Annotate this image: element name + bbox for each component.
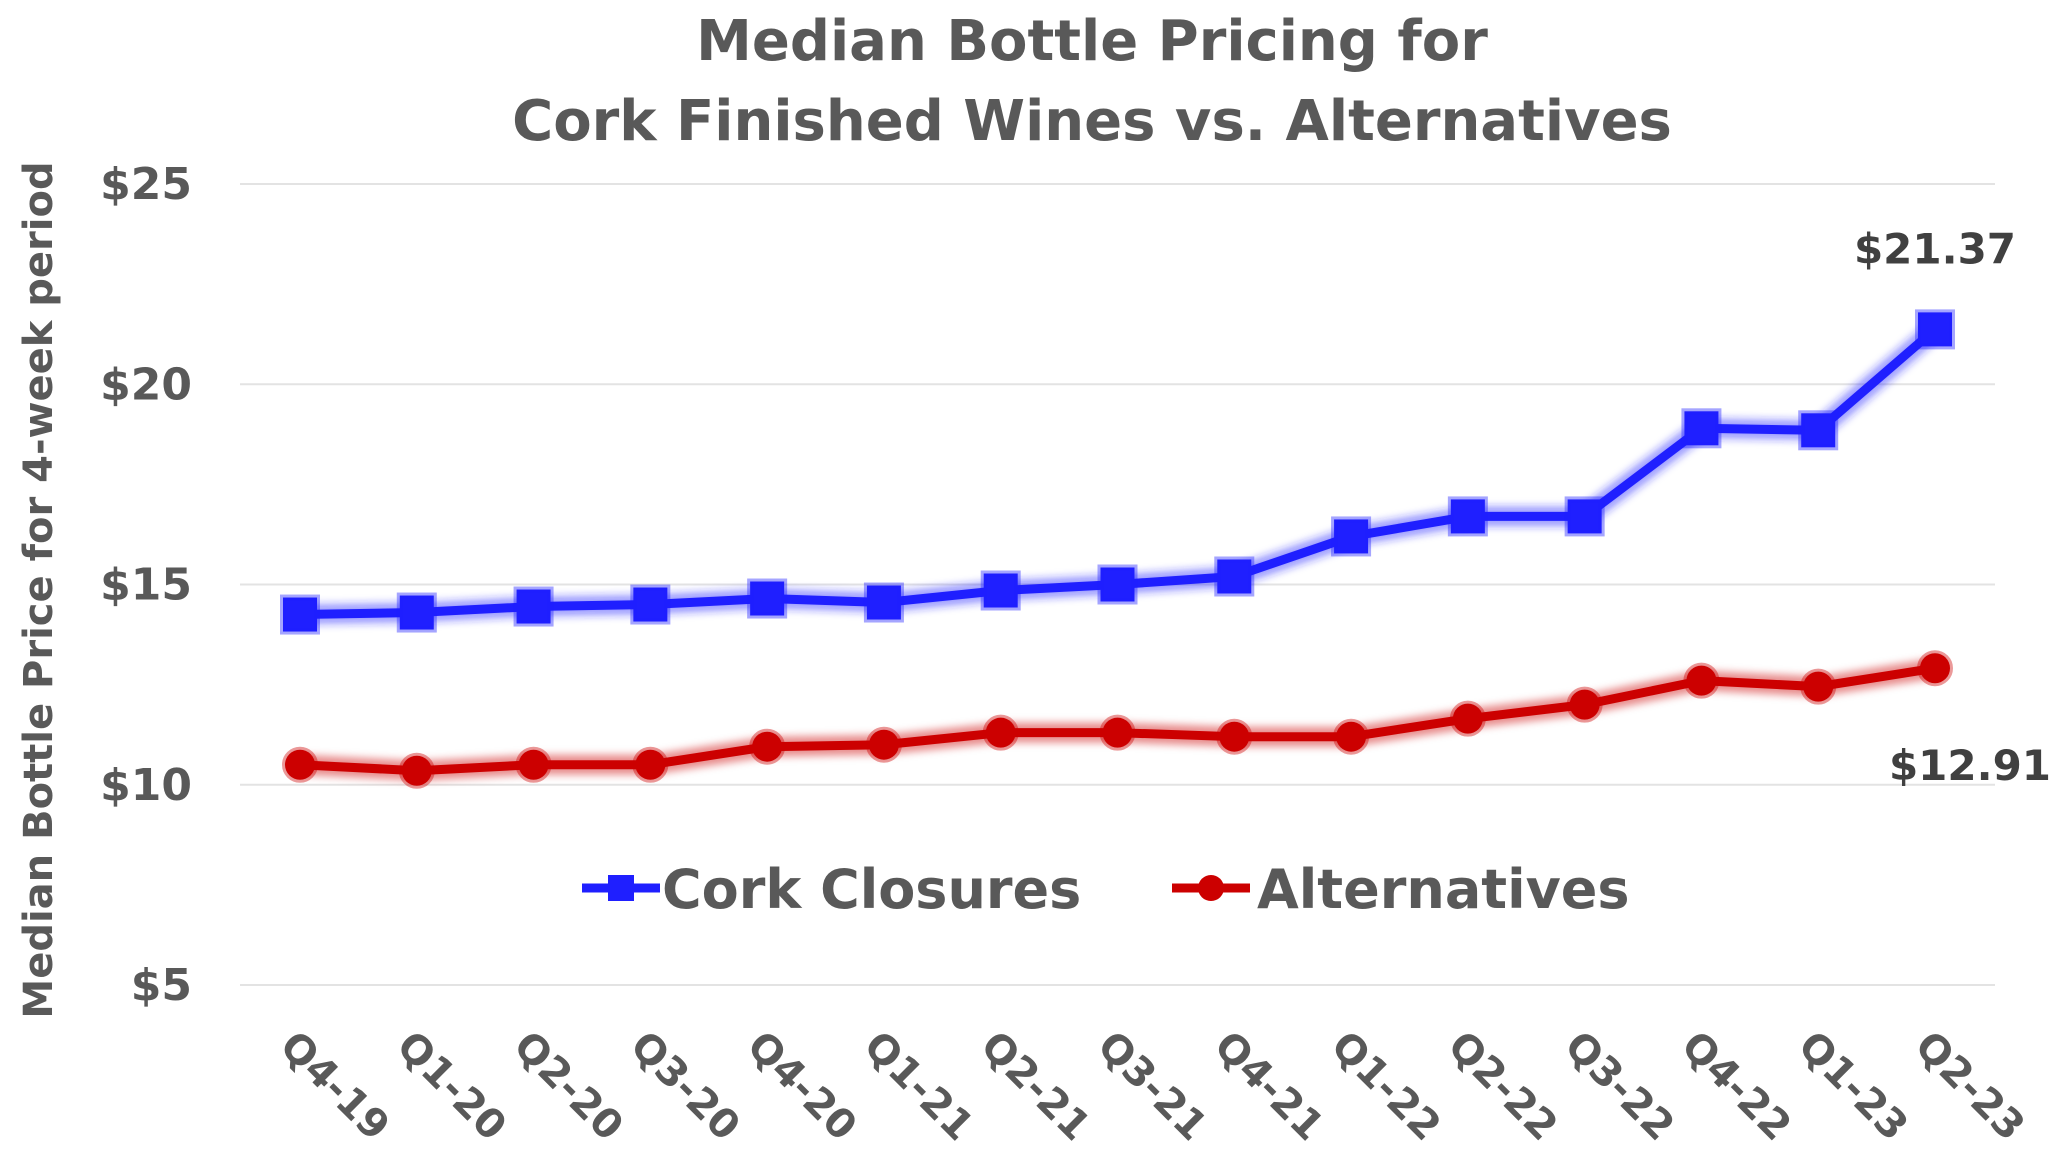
legend-alternatives-label: Alternatives [1257, 858, 1630, 921]
legend-item-cork-closures: Cork Closures [582, 858, 1081, 921]
x-tick-label: Q1-21 [855, 1023, 982, 1150]
data-point [1800, 668, 1837, 705]
data-point [630, 584, 671, 625]
data-labels: $21.37 $12.91 [1854, 224, 2051, 790]
data-point [1214, 556, 1255, 597]
legend-cork-closures-marker [608, 875, 634, 901]
data-point [980, 570, 1021, 611]
data-point [282, 746, 318, 783]
chart-title-line-2: Cork Finished Wines vs. Alternatives [512, 89, 1672, 154]
data-point [1564, 496, 1605, 537]
x-tick-label: Q4-19 [271, 1023, 398, 1150]
series-cork-closures [280, 309, 1955, 635]
data-point [1683, 662, 1720, 699]
data-point [632, 746, 669, 783]
data-point [1681, 408, 1722, 449]
data-label: $12.91 [1889, 741, 2051, 790]
x-tick-label: Q3-21 [1088, 1023, 1215, 1150]
x-tick-label: Q4-21 [1205, 1023, 1332, 1150]
data-point [398, 752, 435, 789]
x-tick-label: Q2-21 [972, 1023, 1099, 1150]
y-tick-label: $25 [100, 159, 192, 210]
data-point [1333, 718, 1370, 755]
data-point [1331, 516, 1372, 557]
y-tick-label: $15 [100, 560, 192, 611]
data-point [280, 594, 320, 635]
series-lines [280, 309, 1955, 789]
x-tick-label: Q3-20 [621, 1023, 748, 1150]
data-point [1447, 496, 1488, 537]
data-point [1798, 410, 1839, 451]
y-tick-label: $20 [100, 359, 192, 410]
data-point [1917, 650, 1953, 687]
legend-item-alternatives: Alternatives [1172, 858, 1630, 921]
legend-cork-closures-label: Cork Closures [662, 858, 1081, 921]
data-point [513, 586, 554, 627]
data-point [747, 578, 788, 619]
x-tick-label: Q2-20 [505, 1023, 632, 1150]
data-point [1216, 718, 1253, 755]
data-point [1566, 686, 1603, 723]
data-point [865, 726, 902, 763]
x-tick-label: Q1-22 [1322, 1023, 1449, 1150]
y-axis-label: Median Bottle Price for 4-week period [16, 161, 62, 1018]
y-tick-label: $10 [100, 760, 192, 811]
data-point [1915, 309, 1955, 350]
data-point [982, 714, 1019, 751]
y-axis-ticks: $5 $10 $15 $20 $25 [100, 159, 192, 1011]
data-point [1099, 714, 1136, 751]
data-point [515, 746, 552, 783]
x-axis-ticks: Q4-19Q1-20Q2-20Q3-20Q4-20Q1-21Q2-21Q3-21… [271, 1023, 2033, 1150]
data-point [1097, 564, 1138, 605]
x-tick-label: Q1-20 [388, 1023, 515, 1150]
data-label: $21.37 [1854, 224, 2016, 273]
x-tick-label: Q2-23 [1906, 1023, 2033, 1150]
series-alternatives [282, 650, 1953, 789]
legend: Cork Closures Alternatives [582, 858, 1630, 921]
data-point [1449, 700, 1486, 737]
data-point [749, 728, 786, 765]
y-tick-label: $5 [131, 960, 192, 1011]
x-tick-label: Q4-22 [1672, 1023, 1799, 1150]
x-tick-label: Q1-23 [1789, 1023, 1916, 1150]
data-point [863, 582, 904, 623]
chart-title-line-1: Median Bottle Pricing for [696, 9, 1488, 74]
x-tick-label: Q2-22 [1439, 1023, 1566, 1150]
x-tick-label: Q3-22 [1556, 1023, 1683, 1150]
legend-alternatives-marker [1198, 875, 1224, 901]
x-tick-label: Q4-20 [738, 1023, 865, 1150]
data-point [396, 592, 437, 633]
